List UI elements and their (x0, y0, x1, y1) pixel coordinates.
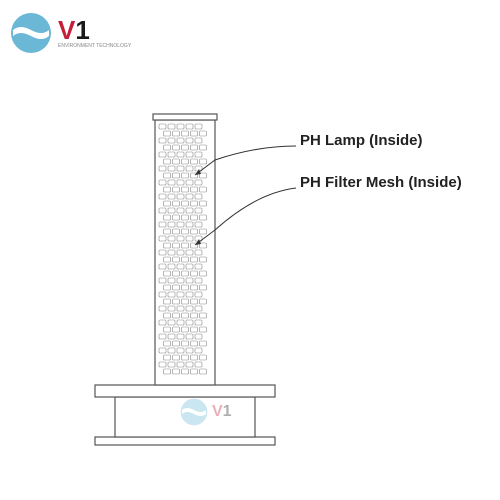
mesh-label: PH Filter Mesh (Inside) (300, 174, 462, 191)
watermark-logo: V1 (180, 398, 232, 426)
watermark-text: V1 (212, 403, 232, 421)
lamp-label: PH Lamp (Inside) (300, 132, 423, 149)
product-diagram (0, 0, 500, 500)
watermark-circle-icon (180, 398, 208, 426)
